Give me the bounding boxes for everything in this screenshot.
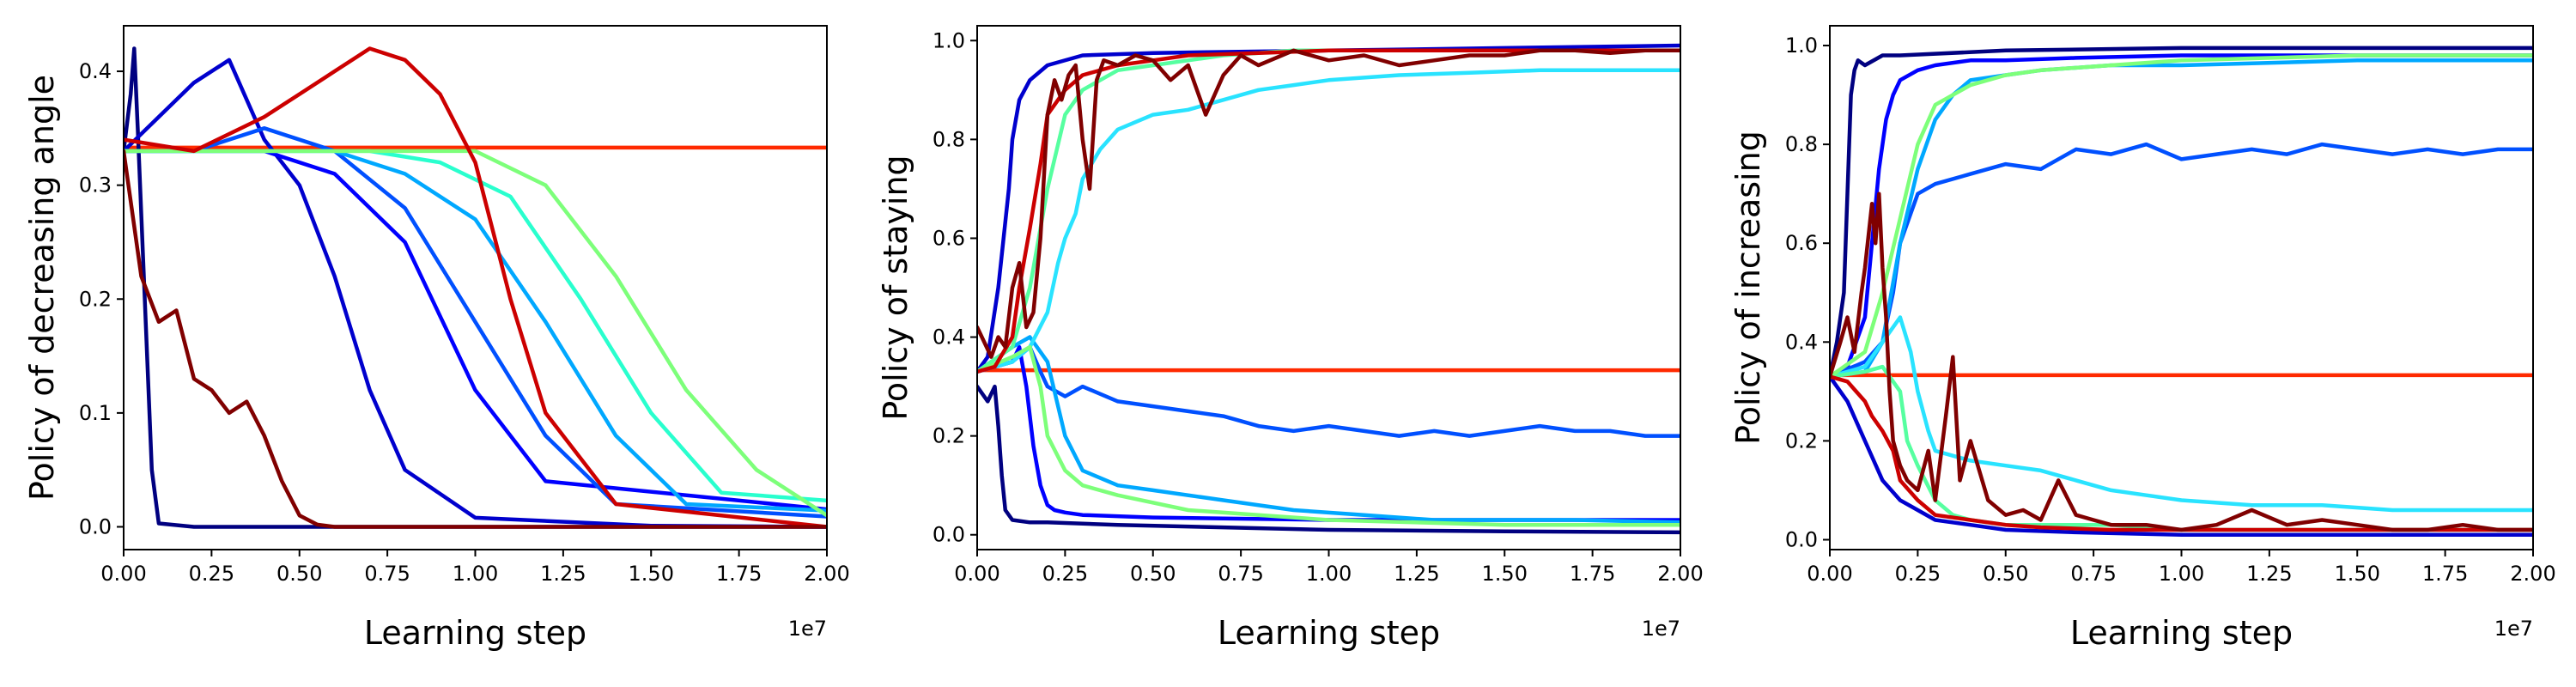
y-tick-label: 0.2 bbox=[933, 424, 965, 448]
series-line-2 bbox=[124, 58, 827, 529]
panel-staying: 0.00 0.25 0.50 0.75 1.00 1.25 1.50 1.75 2.00 0.0 0… bbox=[877, 25, 1704, 652]
y-tick-label: 0.2 bbox=[1785, 429, 1818, 453]
series-line-1 bbox=[124, 46, 827, 529]
series-line-9 bbox=[124, 149, 827, 529]
y-tick-label: 0.0 bbox=[933, 523, 965, 547]
series-line-6 bbox=[124, 149, 827, 503]
series-line-8 bbox=[1830, 53, 2533, 379]
x-axis-label: Learning step bbox=[2070, 614, 2293, 652]
y-tick-label: 0.2 bbox=[79, 287, 112, 311]
x-tick-label: 1.00 bbox=[2159, 562, 2204, 586]
series-line-1 bbox=[977, 384, 1680, 535]
x-tick-label: 1.25 bbox=[1394, 562, 1439, 586]
series-line-7 bbox=[124, 149, 827, 518]
series-group bbox=[124, 46, 827, 529]
series-line-3 bbox=[1830, 53, 2533, 379]
x-tick-label: 0.00 bbox=[954, 562, 999, 586]
x-axis-label: Learning step bbox=[364, 614, 586, 652]
series-line-2 bbox=[977, 43, 1680, 374]
x-tick-label: 0.50 bbox=[276, 562, 322, 586]
x-tick-label: 1.75 bbox=[716, 562, 762, 586]
plot-frame bbox=[123, 25, 828, 550]
series-group bbox=[1830, 46, 2533, 537]
series-line-3 bbox=[124, 149, 827, 512]
series-line-8 bbox=[977, 344, 1680, 527]
series-line-6 bbox=[977, 68, 1680, 374]
series-line-7 bbox=[977, 48, 1680, 374]
x-tick-label: 2.00 bbox=[804, 562, 849, 586]
series-line-4 bbox=[124, 126, 827, 519]
series-line-8 bbox=[124, 46, 827, 529]
x-tick-label: 1.25 bbox=[540, 562, 586, 586]
x-tick-label: 1.50 bbox=[629, 562, 674, 586]
y-tick-label: 0.4 bbox=[79, 59, 112, 83]
series-line-4 bbox=[1830, 142, 2533, 379]
y-tick-label: 0.1 bbox=[79, 401, 112, 425]
x-offset-text: 1e7 bbox=[1642, 617, 1680, 641]
series-line-9 bbox=[977, 48, 1680, 374]
x-tick-label: 1.50 bbox=[1482, 562, 1528, 586]
x-tick-label: 0.75 bbox=[1218, 562, 1263, 586]
x-tick-label: 0.00 bbox=[100, 562, 146, 586]
x-tick-label: 1.75 bbox=[1570, 562, 1615, 586]
y-tick-label: 0.6 bbox=[933, 226, 965, 250]
series-line-10 bbox=[1830, 192, 2533, 532]
x-tick-label: 0.25 bbox=[1895, 562, 1941, 586]
x-tick-label: 1.00 bbox=[1306, 562, 1352, 586]
series-line-9 bbox=[1830, 374, 2533, 532]
series-line-2 bbox=[1830, 374, 2533, 537]
series-line-5 bbox=[124, 149, 827, 513]
y-tick-label: 1.0 bbox=[933, 28, 965, 52]
y-tick-label: 0.0 bbox=[1785, 527, 1818, 551]
x-tick-label: 1.00 bbox=[453, 562, 498, 586]
series-line-3 bbox=[977, 344, 1680, 522]
series-group bbox=[977, 43, 1680, 535]
series-line-1 bbox=[1830, 46, 2533, 379]
y-tick-label: 0.6 bbox=[1785, 231, 1818, 255]
x-axis-label: Learning step bbox=[1218, 614, 1440, 652]
series-line-10 bbox=[977, 48, 1680, 359]
series-line-6 bbox=[1830, 315, 2533, 513]
x-tick-label: 0.75 bbox=[364, 562, 410, 586]
x-tick-label: 2.00 bbox=[1657, 562, 1703, 586]
y-axis-label-policy-of-staying: Policy of staying bbox=[877, 155, 914, 420]
x-tick-label: 1.25 bbox=[2246, 562, 2292, 586]
x-tick-label: 0.50 bbox=[1983, 562, 2028, 586]
series-line-4 bbox=[977, 344, 1680, 438]
series-line-5 bbox=[977, 335, 1680, 525]
y-tick-label: 0.8 bbox=[933, 127, 965, 151]
panel-increasing: 0.00 0.25 0.50 0.75 1.00 1.25 1.50 1.75 2.00 0.0 0… bbox=[1729, 25, 2556, 652]
y-tick-label: 1.0 bbox=[1785, 33, 1818, 58]
x-tick-label: 2.00 bbox=[2510, 562, 2555, 586]
x-tick-label: 0.25 bbox=[1042, 562, 1088, 586]
x-offset-text: 1e7 bbox=[2494, 617, 2533, 641]
x-tick-label: 0.75 bbox=[2070, 562, 2116, 586]
x-tick-label: 1.75 bbox=[2422, 562, 2468, 586]
x-tick-label: 0.50 bbox=[1130, 562, 1176, 586]
y-tick-label: 0.0 bbox=[79, 514, 112, 538]
x-tick-label: 0.25 bbox=[189, 562, 234, 586]
y-tick-label: 0.3 bbox=[79, 173, 112, 198]
panel-decreasing-angle: 0.00 0.25 0.50 0.75 1.00 1.25 1.50 1.75 2.00 0.0 0… bbox=[23, 25, 850, 652]
x-tick-label: 1.50 bbox=[2335, 562, 2380, 586]
y-axis-label-policy-of-decreasing-angle: Policy of decreasing angle bbox=[23, 75, 61, 501]
y-tick-label: 0.4 bbox=[1785, 330, 1818, 354]
x-tick-label: 0.00 bbox=[1807, 562, 1852, 586]
y-axis-label-policy-of-increasing: Policy of increasing bbox=[1729, 131, 1767, 445]
y-tick-label: 0.4 bbox=[933, 325, 965, 350]
y-tick-label: 0.8 bbox=[1785, 132, 1818, 156]
x-offset-text: 1e7 bbox=[788, 617, 827, 641]
